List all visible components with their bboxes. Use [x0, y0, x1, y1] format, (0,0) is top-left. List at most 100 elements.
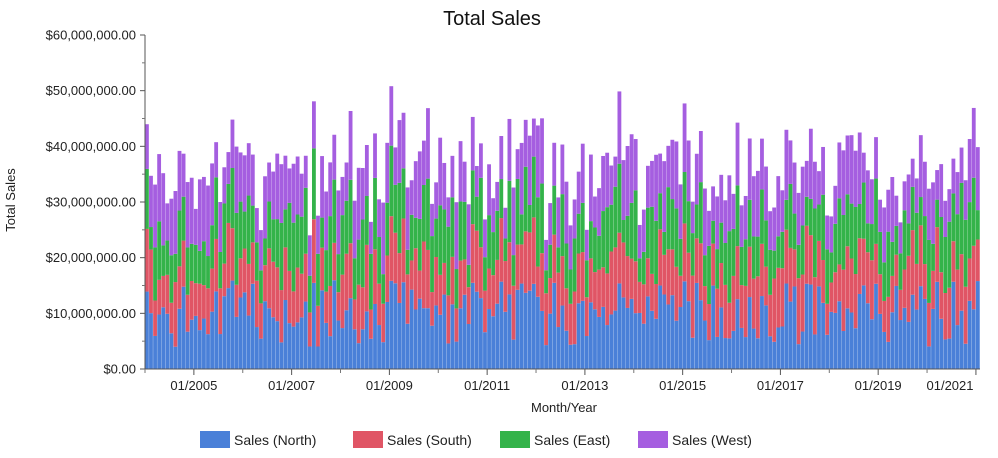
bar-sales-west-134: [690, 201, 695, 234]
bar-sales-north-22: [234, 316, 239, 369]
bar-sales-east-188: [910, 186, 915, 231]
bar-sales-north-46: [332, 280, 337, 369]
bar-sales-east-0: [145, 168, 149, 229]
bar-sales-west-67: [417, 151, 422, 219]
bar-sales-west-196: [943, 200, 948, 238]
bar-sales-west-34: [283, 155, 288, 210]
bar-sales-west-77: [458, 141, 463, 202]
bar-sales-south-165: [817, 240, 821, 287]
bar-sales-north-14: [202, 318, 206, 369]
bar-sales-east-94: [527, 204, 532, 233]
bar-sales-west-121: [637, 224, 642, 259]
bar-sales-east-34: [283, 209, 288, 248]
bar-sales-west-81: [474, 166, 479, 197]
bar-sales-north-190: [918, 286, 923, 369]
x-tick-label: 01/2011: [464, 378, 510, 393]
bar-sales-south-173: [849, 258, 854, 313]
bar-sales-north-9: [181, 286, 186, 369]
bar-sales-north-26: [250, 283, 255, 369]
bar-sales-north-175: [857, 293, 862, 369]
bar-sales-north-25: [246, 315, 251, 369]
bar-sales-north-97: [540, 310, 544, 369]
bar-sales-west-84: [487, 164, 491, 216]
bar-sales-east-194: [935, 199, 940, 228]
bar-sales-north-118: [625, 307, 630, 369]
bar-sales-west-126: [658, 153, 663, 194]
legend-item: Sales (South): [353, 431, 472, 448]
bar-sales-north-88: [503, 311, 508, 369]
bar-sales-west-110: [593, 196, 597, 228]
bar-sales-south-71: [434, 256, 439, 306]
bar-sales-north-1: [149, 313, 153, 369]
bar-sales-east-73: [442, 209, 447, 263]
bar-sales-south-20: [226, 222, 231, 289]
bar-sales-north-167: [825, 334, 830, 369]
bar-sales-west-116: [617, 91, 622, 164]
bar-sales-north-10: [185, 331, 190, 369]
bar-sales-east-141: [719, 222, 724, 264]
bar-sales-west-175: [857, 132, 862, 204]
bar-sales-west-144: [731, 193, 736, 229]
bar-sales-north-136: [698, 300, 703, 369]
bar-sales-west-8: [177, 150, 182, 211]
bar-sales-north-125: [654, 318, 658, 369]
bar-sales-south-49: [344, 253, 349, 311]
bar-sales-south-98: [544, 293, 548, 346]
bar-sales-south-177: [865, 252, 870, 304]
bar-sales-west-45: [328, 162, 333, 217]
y-axis-title: Total Sales: [3, 168, 18, 232]
bar-sales-north-108: [584, 336, 589, 369]
bar-sales-west-47: [336, 190, 341, 255]
bar-sales-north-154: [772, 341, 777, 369]
bar-sales-south-133: [686, 252, 691, 302]
bar-sales-north-35: [287, 323, 292, 369]
bar-sales-south-120: [633, 261, 638, 314]
bar-sales-north-181: [882, 331, 887, 369]
bar-sales-west-41: [312, 101, 316, 149]
bar-sales-south-105: [572, 291, 577, 345]
bar-sales-west-159: [792, 162, 797, 214]
bar-sales-south-130: [674, 266, 679, 321]
bar-sales-west-42: [316, 215, 320, 254]
bar-sales-north-57: [377, 325, 381, 369]
bar-sales-east-65: [409, 214, 414, 261]
bar-sales-west-167: [825, 215, 830, 250]
bar-sales-west-162: [804, 160, 809, 197]
legend-label: Sales (West): [672, 432, 752, 448]
bar-sales-north-92: [519, 283, 524, 369]
bar-sales-north-36: [291, 326, 296, 369]
bar-sales-east-38: [299, 216, 304, 274]
bar-sales-north-199: [955, 325, 960, 369]
bar-sales-east-161: [800, 225, 805, 275]
bar-sales-west-192: [927, 188, 931, 240]
bar-sales-west-119: [629, 134, 634, 203]
bar-sales-east-182: [886, 231, 891, 297]
bar-sales-south-186: [902, 269, 907, 308]
bar-sales-north-2: [153, 335, 157, 369]
bar-sales-west-11: [189, 177, 194, 244]
bar-sales-west-170: [837, 142, 842, 199]
bar-sales-east-136: [698, 182, 703, 244]
bar-sales-west-169: [833, 185, 838, 224]
bar-sales-west-137: [703, 188, 707, 256]
bar-sales-east-17: [214, 177, 219, 239]
bar-sales-east-146: [739, 246, 744, 286]
bar-sales-east-151: [760, 189, 764, 244]
bar-sales-south-199: [955, 269, 960, 326]
bar-sales-north-6: [169, 333, 174, 369]
bar-sales-west-54: [364, 145, 369, 196]
bar-sales-north-183: [890, 312, 895, 369]
bar-sales-north-79: [466, 324, 471, 369]
bar-sales-south-63: [401, 218, 406, 283]
bar-sales-south-167: [825, 303, 830, 335]
bar-sales-east-195: [939, 217, 944, 273]
axes-group: $0.00 $10,000,000.00 $20,000,000.00 $30,000…: [46, 28, 980, 393]
bar-sales-west-176: [861, 152, 866, 183]
bar-sales-east-67: [417, 218, 422, 271]
bar-sales-west-52: [356, 167, 361, 240]
bar-sales-south-113: [605, 273, 610, 326]
bar-sales-south-151: [760, 243, 764, 297]
bar-sales-west-155: [776, 176, 781, 237]
bar-sales-south-197: [947, 287, 952, 339]
bar-sales-south-103: [564, 288, 569, 331]
